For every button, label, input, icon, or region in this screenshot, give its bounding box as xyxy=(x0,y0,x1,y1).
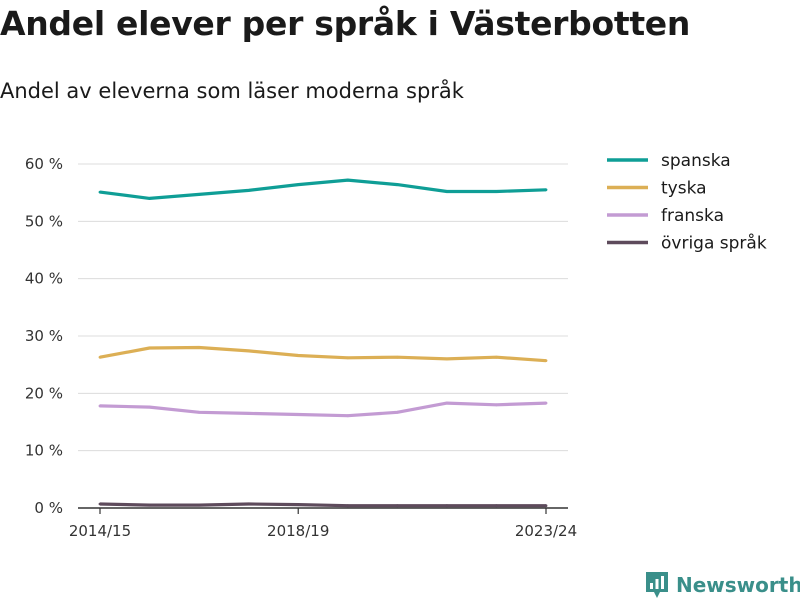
data-point-franska xyxy=(445,401,449,405)
data-point-övriga-språk xyxy=(445,504,449,508)
legend-label: övriga språk xyxy=(661,233,767,254)
data-point-franska xyxy=(395,410,399,414)
data-point-tyska xyxy=(148,346,151,350)
data-point-franska xyxy=(148,405,151,409)
data-point-spanska xyxy=(197,192,201,196)
data-point-spanska xyxy=(148,197,151,200)
series-line-franska xyxy=(99,401,547,418)
y-tick-label: 20 % xyxy=(25,384,63,402)
y-tick-label: 30 % xyxy=(25,327,63,345)
data-point-spanska xyxy=(98,190,102,194)
series-lines xyxy=(98,178,548,508)
data-point-spanska xyxy=(544,188,548,192)
data-point-tyska xyxy=(296,354,300,357)
y-tick-label: 40 % xyxy=(25,270,63,288)
data-point-franska xyxy=(296,413,300,416)
chart-title: Andel elever per språk i Västerbotten xyxy=(0,4,691,43)
data-point-spanska xyxy=(495,190,498,193)
data-point-franska xyxy=(346,414,350,418)
data-point-övriga-språk xyxy=(395,504,399,508)
data-point-tyska xyxy=(395,355,399,359)
data-point-övriga-språk xyxy=(495,504,498,508)
data-point-spanska xyxy=(346,178,350,182)
data-point-tyska xyxy=(247,349,251,353)
brand-logo: Newsworthy xyxy=(644,570,800,600)
brand-name: Newsworthy xyxy=(676,573,800,597)
data-point-tyska xyxy=(544,359,548,363)
y-tick-label: 0 % xyxy=(34,499,63,517)
data-point-franska xyxy=(495,403,498,407)
newsworthy-logo-icon xyxy=(646,572,668,598)
data-point-tyska xyxy=(445,357,449,361)
data-point-övriga-språk xyxy=(296,503,300,506)
data-point-spanska xyxy=(247,188,251,192)
x-tick-label: 2014/15 xyxy=(69,522,131,540)
y-tick-label: 60 % xyxy=(25,155,63,173)
data-point-övriga-språk xyxy=(346,504,350,508)
gridlines xyxy=(78,163,568,452)
data-point-franska xyxy=(197,410,201,414)
legend-label: tyska xyxy=(661,179,707,199)
data-point-tyska xyxy=(98,355,102,359)
data-point-franska xyxy=(98,404,102,408)
x-tick-label: 2023/24 xyxy=(515,522,577,540)
y-tick-label: 10 % xyxy=(25,442,63,460)
data-point-franska xyxy=(544,401,548,405)
series-line-tyska xyxy=(99,345,547,363)
data-point-spanska xyxy=(296,183,300,187)
data-point-franska xyxy=(247,412,251,415)
data-point-spanska xyxy=(445,190,449,193)
y-axis: 0 % 10 % 20 % 30 % 40 % 50 % 60 % xyxy=(25,155,63,517)
series-line-spanska xyxy=(99,178,547,200)
legend: spanska tyska franska övriga språk xyxy=(607,151,767,254)
data-point-övriga-språk xyxy=(98,502,102,506)
data-point-övriga-språk xyxy=(247,502,251,506)
data-point-spanska xyxy=(395,183,399,187)
data-point-tyska xyxy=(495,355,498,359)
data-point-tyska xyxy=(197,346,201,349)
data-point-övriga-språk xyxy=(148,503,151,507)
data-point-övriga-språk xyxy=(197,503,201,507)
data-point-tyska xyxy=(346,356,350,360)
data-point-övriga-språk xyxy=(544,504,548,508)
legend-label: spanska xyxy=(661,151,731,171)
chart-subtitle: Andel av eleverna som läser moderna språ… xyxy=(0,79,464,103)
x-tick-label: 2018/19 xyxy=(267,522,329,540)
y-tick-label: 50 % xyxy=(25,212,63,230)
legend-label: franska xyxy=(661,206,724,226)
series-line-övriga-språk xyxy=(99,502,546,508)
x-axis: 2014/15 2018/19 2023/24 xyxy=(69,507,577,540)
